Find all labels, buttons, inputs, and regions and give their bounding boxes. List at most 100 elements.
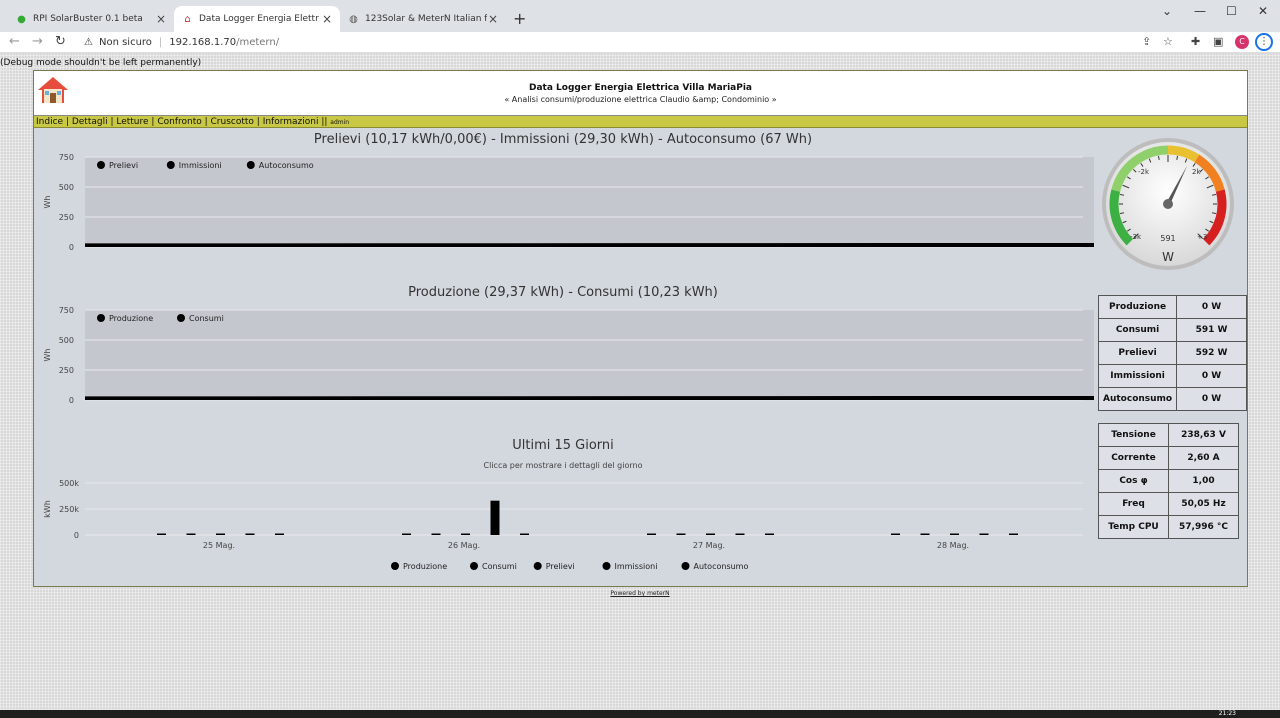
- house-icon: ⌂: [184, 13, 191, 25]
- bar: [1009, 533, 1018, 535]
- nav-item-letture[interactable]: Letture: [116, 117, 149, 127]
- x-tick-label: 25 Mag.: [203, 541, 235, 550]
- reload-icon[interactable]: ↻: [55, 34, 66, 49]
- table-row: Freq 50,05 Hz: [1098, 492, 1239, 516]
- legend-label: Produzione: [109, 314, 153, 323]
- bar: [676, 533, 686, 535]
- row-value: 2,60 A: [1168, 446, 1239, 470]
- y-axis-label: kWh: [43, 500, 52, 518]
- kebab-menu-icon[interactable]: ⋮: [1255, 33, 1273, 51]
- close-tab-icon[interactable]: ×: [487, 12, 498, 26]
- row-value: 0 W: [1176, 387, 1247, 411]
- gauge-tick: [1212, 212, 1217, 215]
- y-tick-label: 250: [59, 213, 74, 222]
- security-label: Non sicuro: [98, 36, 152, 48]
- chart2-title: Produzione (29,37 kWh) - Consumi (10,23 …: [408, 285, 718, 300]
- browser-tab-strip: ● RPI SolarBuster 0.1 beta × ⌂ Data Logg…: [0, 0, 1280, 32]
- table-row: Produzione 0 W: [1097, 295, 1247, 319]
- minimize-icon[interactable]: —: [1194, 4, 1206, 18]
- table-row: Autoconsumo 0 W: [1097, 387, 1247, 411]
- tab-solarbuster[interactable]: ● RPI SolarBuster 0.1 beta ×: [8, 6, 174, 32]
- legend-label: Produzione: [403, 562, 447, 571]
- main-frame: Data Logger Energia Elettrica Villa Mari…: [33, 70, 1248, 587]
- site-header: Data Logger Energia Elettrica Villa Mari…: [34, 71, 1247, 116]
- tab-forum[interactable]: ◍ 123Solar & MeterN Italian forum ×: [340, 6, 506, 32]
- gauge-tick: [1119, 212, 1124, 215]
- row-label: Freq: [1098, 492, 1169, 516]
- row-label: Cos φ: [1098, 469, 1169, 493]
- extensions-icon[interactable]: ✚: [1191, 35, 1201, 48]
- power-table: Produzione 0 W Consumi 591 W Prelievi 592 W…: [1097, 295, 1247, 411]
- nav-item-informazioni[interactable]: Informazioni: [262, 117, 319, 127]
- nav-item-indice[interactable]: Indice: [36, 117, 64, 127]
- bar: [245, 533, 255, 535]
- close-tab-icon[interactable]: ×: [155, 12, 166, 26]
- x-tick-label: 28 Mag.: [937, 541, 969, 550]
- main-nav: Indice | Dettagli | Letture | Confronto …: [34, 116, 1247, 128]
- home-icon[interactable]: [37, 75, 69, 105]
- legend-marker: [602, 562, 611, 570]
- table-row: Consumi 591 W: [1097, 318, 1247, 342]
- row-label: Immissioni: [1097, 364, 1178, 388]
- bar: [402, 533, 411, 535]
- bar: [431, 533, 441, 535]
- maximize-icon[interactable]: ☐: [1226, 4, 1237, 18]
- nav-item-dettagli[interactable]: Dettagli: [71, 117, 108, 127]
- powered-by-link[interactable]: Powered by meterN: [610, 590, 670, 597]
- profile-avatar[interactable]: C: [1235, 35, 1249, 49]
- chart3-title: Ultimi 15 Giorni: [512, 438, 614, 453]
- chart2-produzione[interactable]: 0250500750Wh22:0029. Mag.02:0004:0006:00…: [34, 302, 1094, 432]
- back-icon[interactable]: ←: [9, 34, 20, 49]
- y-tick-label: 250k: [59, 505, 79, 514]
- chart3-ultimi-15-giorni[interactable]: 0 250k 500k kWh 25 Mag. 26 Mag. 27 Mag. 28 Mag.…: [34, 473, 1094, 581]
- gauge-tick: [1157, 155, 1160, 160]
- legend-marker: [97, 314, 105, 322]
- chart1-prelievi[interactable]: 0250500750Wh22:0029. Mag.02:0004:0006:00…: [34, 149, 1094, 279]
- table-row: Cos φ 1,00: [1098, 469, 1239, 493]
- bar: [920, 533, 930, 535]
- row-label: Autoconsumo: [1097, 387, 1178, 411]
- y-tick-label: 750: [59, 306, 74, 315]
- gauge-tick: [1119, 193, 1124, 196]
- close-tab-icon[interactable]: ×: [321, 12, 332, 26]
- page-viewport: (Debug mode shouldn't be left permanentl…: [0, 54, 1280, 710]
- row-value: 238,63 V: [1168, 423, 1239, 447]
- taskbar-clock: 21:23: [1218, 710, 1236, 717]
- row-value: 1,00: [1168, 469, 1239, 493]
- address-bar[interactable]: ⚠ Non sicuro | 192.168.1.70/metern/: [76, 32, 1254, 52]
- y-tick-label: 500k: [59, 479, 79, 488]
- tab-data-logger[interactable]: ⌂ Data Logger Energia Elettrica Villa ×: [174, 6, 340, 32]
- night-band: [85, 157, 1094, 247]
- share-icon[interactable]: ⇪: [1142, 35, 1152, 48]
- gauge-tick: [1205, 228, 1210, 232]
- bar: [186, 533, 196, 535]
- row-value: 592 W: [1176, 341, 1247, 365]
- new-tab-icon[interactable]: +: [513, 9, 527, 28]
- legend-marker: [97, 161, 105, 169]
- forward-icon[interactable]: →: [32, 34, 43, 49]
- side-panel-icon[interactable]: ▣: [1213, 35, 1224, 48]
- gauge-tick: [1126, 176, 1131, 180]
- gauge-tick: [1209, 220, 1214, 224]
- gauge-tick: [1126, 228, 1131, 232]
- gauge-tick: [1192, 162, 1196, 167]
- debug-notice: (Debug mode shouldn't be left permanentl…: [0, 58, 202, 68]
- row-label: Corrente: [1098, 446, 1169, 470]
- legend-label: Autoconsumo: [259, 161, 314, 170]
- series-area: [34, 242, 1094, 247]
- gauge-min-label: -3k: [1130, 233, 1142, 241]
- gauge-tick: [1176, 155, 1179, 160]
- nav-item-cruscotto[interactable]: Cruscotto: [210, 117, 254, 127]
- nav-item-confronto[interactable]: Confronto: [157, 117, 202, 127]
- gauge-tick: [1122, 184, 1130, 189]
- separator: |: [158, 36, 163, 48]
- chevron-down-icon[interactable]: ⌄: [1162, 4, 1173, 18]
- row-label: Tensione: [1098, 423, 1169, 447]
- legend-marker: [391, 562, 399, 570]
- close-window-icon[interactable]: ✕: [1258, 4, 1269, 18]
- bookmark-star-icon[interactable]: ☆: [1163, 35, 1173, 48]
- nav-item-admin[interactable]: admin: [330, 119, 350, 126]
- row-value: 0 W: [1176, 295, 1247, 319]
- row-value: 591 W: [1176, 318, 1247, 342]
- table-row: Tensione 238,63 V: [1098, 423, 1239, 447]
